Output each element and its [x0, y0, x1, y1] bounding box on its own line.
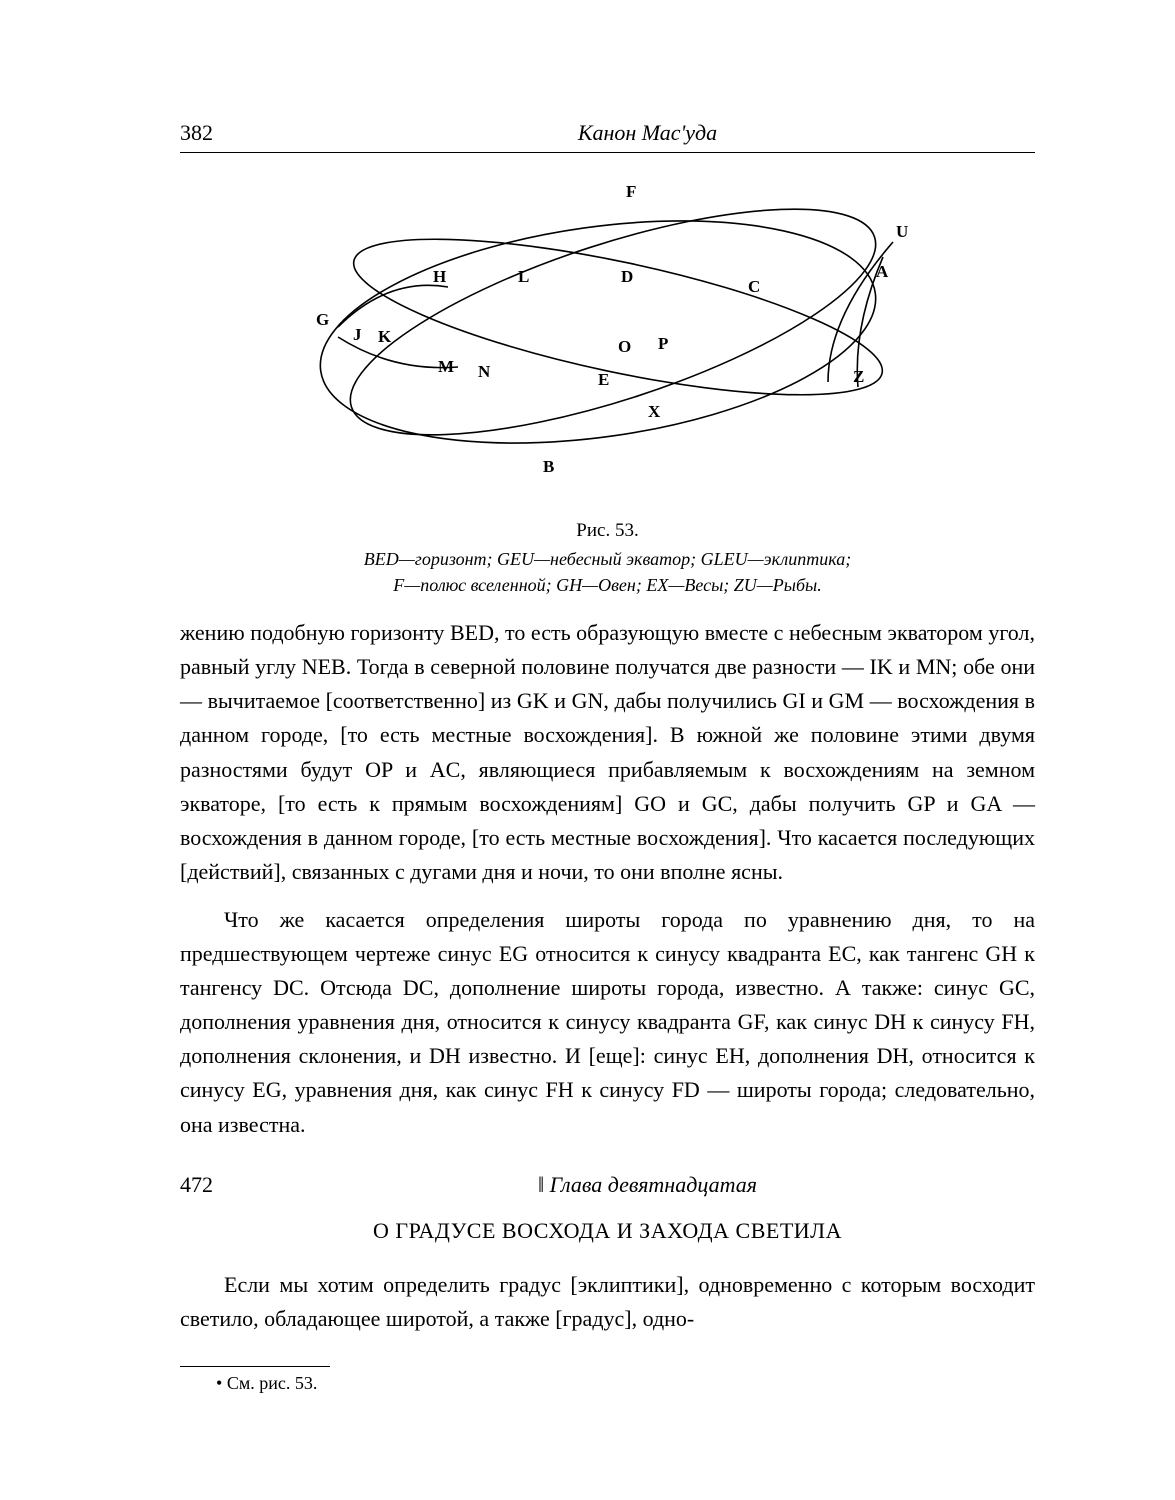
figure-legend: BED—горизонт; GEU—небесный экватор; GLEU…: [288, 546, 928, 598]
footnote-separator: [180, 1366, 330, 1367]
figure-legend-line-1: BED—горизонт; GEU—небесный экватор; GLEU…: [364, 549, 851, 569]
chapter-heading-row: 472 ‖ Глава девятнадцатая: [180, 1172, 1035, 1198]
figure-53: F U A C D L H G J K M N O P E X B Z Рис.…: [180, 177, 1035, 598]
chapter-number-line: ‖ Глава девятнадцатая: [260, 1172, 1035, 1198]
paragraph-2: Что же касается определения широты город…: [180, 903, 1035, 1142]
page: 382 Канон Мас'уда F U A: [0, 0, 1175, 1494]
page-header: 382 Канон Мас'уда: [180, 120, 1035, 153]
label-F: F: [626, 182, 636, 201]
label-G: G: [316, 310, 329, 329]
figure-legend-line-2: F—полюс вселенной; GH—Овен; EX—Весы; ZU—…: [393, 575, 821, 595]
footnote-marker: •: [216, 1373, 222, 1393]
celestial-diagram: F U A C D L H G J K M N O P E X B Z: [298, 177, 918, 507]
chapter-title: О ГРАДУСЕ ВОСХОДА И ЗАХОДА СВЕТИЛА: [180, 1218, 1035, 1244]
label-B: B: [543, 457, 554, 476]
body-text: жению подобную горизонту BED, то есть об…: [180, 616, 1035, 1141]
label-C: C: [748, 277, 760, 296]
figure-caption: Рис. 53.: [180, 520, 1035, 542]
label-N: N: [478, 362, 491, 381]
label-K: K: [378, 327, 392, 346]
label-D: D: [621, 267, 633, 286]
label-X: X: [648, 402, 661, 421]
paragraph-3: Если мы хотим определить градус [эклипти…: [180, 1268, 1035, 1336]
footnote: • См. рис. 53.: [180, 1373, 1035, 1394]
label-A: A: [876, 262, 889, 281]
label-O: O: [618, 337, 631, 356]
running-title: Канон Мас'уда: [260, 120, 1035, 146]
chapter-body: Если мы хотим определить градус [эклипти…: [180, 1268, 1035, 1336]
label-H: H: [433, 267, 446, 286]
footnote-text: См. рис. 53.: [227, 1373, 318, 1393]
label-Z: Z: [853, 367, 864, 386]
label-U: U: [896, 222, 908, 241]
margin-page-number: 472: [180, 1172, 260, 1198]
label-L: L: [518, 267, 529, 286]
label-E: E: [598, 370, 609, 389]
label-J: J: [353, 325, 362, 344]
paragraph-1: жению подобную горизонту BED, то есть об…: [180, 616, 1035, 889]
label-P: P: [658, 334, 668, 353]
page-number: 382: [180, 120, 260, 146]
label-M: M: [438, 357, 454, 376]
